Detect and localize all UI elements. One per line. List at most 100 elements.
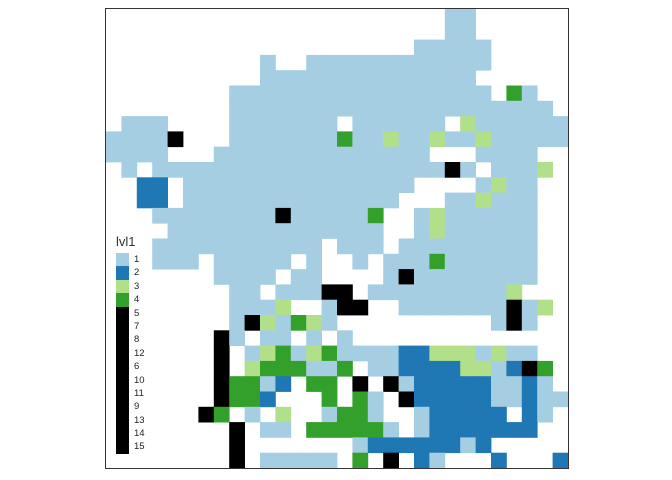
map-cell: [337, 284, 353, 301]
map-cell: [260, 360, 276, 377]
map-cell: [383, 192, 399, 209]
map-cell: [352, 131, 369, 148]
map-cell: [521, 146, 538, 163]
map-cell: [475, 345, 492, 362]
map-cell: [367, 391, 384, 408]
map-cell: [306, 315, 322, 331]
map-cell: [444, 54, 461, 71]
map-cell: [275, 284, 292, 301]
map-cell: [152, 207, 168, 224]
map-cell: [367, 162, 384, 178]
map-cell: [537, 360, 553, 377]
map-cell: [260, 54, 276, 71]
map-cell: [306, 452, 322, 468]
map-cell: [213, 162, 230, 178]
map-cell: [198, 223, 215, 239]
map-cell: [537, 406, 553, 423]
legend-item: 14: [116, 427, 145, 441]
legend-swatch: [116, 427, 129, 441]
map-cell: [290, 345, 307, 362]
legend-swatch: [116, 346, 129, 361]
map-cell: [229, 315, 245, 331]
map-cell: [244, 376, 261, 392]
map-cell: [383, 85, 399, 102]
map-cell: [337, 345, 353, 362]
map-cell: [398, 162, 415, 178]
map-cell: [152, 116, 168, 132]
map-cell: [429, 70, 446, 86]
map-cell: [429, 207, 446, 224]
map-cell: [229, 207, 245, 224]
map-cell: [398, 70, 415, 86]
map-cell: [367, 360, 384, 377]
map-cell: [275, 253, 292, 270]
map-cell: [506, 315, 523, 331]
map-cell: [506, 253, 523, 270]
map-cell: [444, 299, 461, 316]
map-cell: [321, 360, 338, 377]
map-cell: [260, 391, 276, 408]
map-cell: [367, 284, 384, 301]
map-cell: [306, 284, 322, 301]
legend: lvl1 1 2 3 4 5 7 8 12 6 10 11 9 13 14 15: [116, 234, 145, 454]
map-cell: [260, 146, 276, 163]
map-cell: [352, 391, 369, 408]
map-cell: [306, 360, 322, 377]
map-cell: [444, 131, 461, 148]
map-cell: [444, 70, 461, 86]
map-cell: [306, 116, 322, 132]
map-cell: [398, 376, 415, 392]
map-cell: [198, 207, 215, 224]
map-cell: [383, 284, 399, 301]
map-cell: [444, 376, 461, 392]
map-cell: [414, 162, 430, 178]
map-cell: [367, 437, 384, 454]
map-cell: [152, 177, 168, 193]
map-cell: [244, 345, 261, 362]
legend-swatch: [116, 319, 129, 334]
map-cell: [506, 177, 523, 193]
map-cell: [290, 100, 307, 117]
map-cell: [244, 238, 261, 255]
map-cell: [213, 177, 230, 193]
map-cell: [275, 406, 292, 423]
legend-swatch: [116, 360, 129, 374]
map-cell: [537, 376, 553, 392]
map-cell: [460, 54, 476, 71]
map-cell: [414, 146, 430, 163]
map-cell: [475, 284, 492, 301]
map-cell: [290, 284, 307, 301]
map-cell: [244, 284, 261, 301]
map-cell: [152, 253, 168, 270]
map-cell: [337, 299, 353, 316]
map-cell: [367, 100, 384, 117]
map-cell: [414, 223, 430, 239]
map-cell: [229, 131, 245, 148]
legend-item: 9: [116, 400, 139, 414]
map-cell: [444, 391, 461, 408]
map-cell: [306, 253, 322, 270]
map-cell: [521, 269, 538, 285]
map-cell: [444, 207, 461, 224]
legend-label: 2: [134, 267, 140, 279]
map-cell: [506, 345, 523, 362]
legend-item: 7: [116, 319, 139, 334]
map-cell: [398, 269, 415, 285]
map-cell: [506, 299, 523, 316]
legend-item: 12: [116, 346, 145, 361]
map-cell: [136, 116, 153, 132]
map-cell: [475, 100, 492, 117]
map-cell: [229, 192, 245, 209]
map-cell: [460, 116, 476, 132]
map-cell: [506, 131, 523, 148]
map-cell: [352, 162, 369, 178]
map-cell: [552, 116, 568, 132]
map-cell: [429, 360, 446, 377]
map-cell: [229, 177, 245, 193]
map-cell: [306, 162, 322, 178]
map-cell: [290, 223, 307, 239]
map-cell: [290, 146, 307, 163]
map-cell: [491, 146, 507, 163]
map-cell: [429, 162, 446, 178]
map-cell: [491, 422, 507, 438]
